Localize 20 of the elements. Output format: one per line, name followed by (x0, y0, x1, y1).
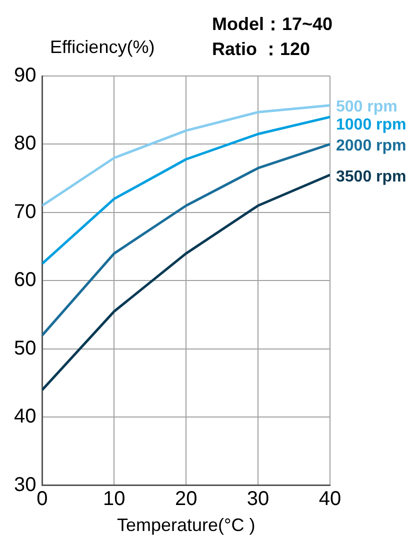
y-axis-title: Efficiency(%) (50, 37, 155, 57)
series-label: 1000 rpm (336, 116, 406, 134)
y-tick-label: 40 (14, 406, 36, 428)
chart-subtitle: Ratio ：120 (212, 39, 310, 59)
y-tick-label: 50 (14, 337, 36, 360)
y-tick-label: 70 (14, 200, 36, 223)
chart-title: Model：17~40 (212, 14, 333, 34)
x-tick-label: 10 (103, 488, 126, 510)
x-tick-label: 30 (246, 488, 270, 510)
y-tick-label: 90 (14, 64, 36, 87)
x-tick-label: 20 (175, 488, 198, 510)
x-tick-label: 0 (36, 488, 48, 510)
y-tick-label: 80 (14, 132, 36, 155)
y-tick-label: 60 (14, 269, 36, 292)
x-axis-title: Temperature(°C ) (117, 515, 256, 536)
x-tick-label: 40 (318, 488, 342, 510)
series-label: 500 rpm (336, 98, 398, 116)
y-tick-label: 30 (14, 474, 36, 496)
series-label: 2000 rpm (336, 138, 406, 155)
series-label: 3500 rpm (336, 168, 406, 186)
